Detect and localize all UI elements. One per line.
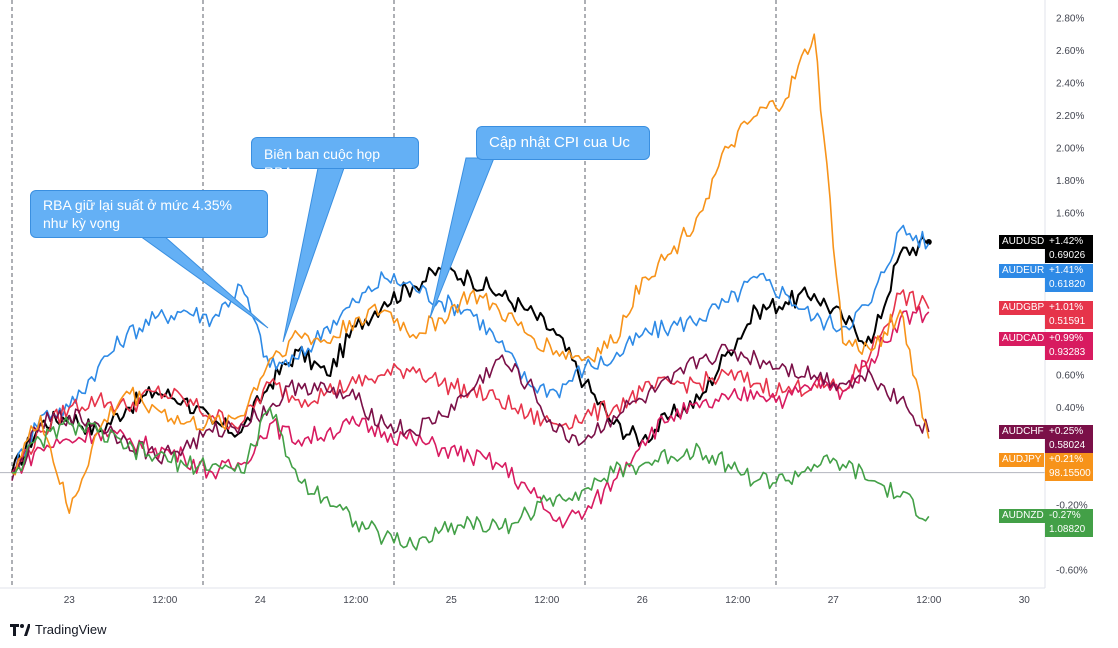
x-tick-label: 27 bbox=[828, 595, 840, 606]
callout-pointers bbox=[138, 157, 495, 343]
price-tag-audusd: AUDUSD +1.42% 0.69026 bbox=[999, 235, 1095, 263]
x-tick-label: 30 bbox=[1019, 595, 1031, 606]
rba-minutes-callout: Biên ban cuộc họp RBA bbox=[251, 137, 419, 180]
tradingview-brand: TradingView bbox=[10, 622, 107, 637]
cpi-update-callout: Cập nhật CPI cua Uc bbox=[476, 126, 650, 160]
price-tag-audgbp: AUDGBP +1.01% 0.51591 bbox=[999, 301, 1095, 329]
series-line-audusd bbox=[11, 235, 929, 473]
price-tag-price: 0.93283 bbox=[1045, 346, 1093, 360]
price-tag-price: 0.51591 bbox=[1045, 315, 1093, 329]
y-tick-label: -0.20% bbox=[1056, 501, 1088, 512]
price-tag-price: 0.58024 bbox=[1045, 439, 1093, 453]
x-tick-label: 24 bbox=[255, 595, 267, 606]
price-tag-symbol: AUDCHF bbox=[999, 425, 1047, 439]
price-tag-price: 0.61820 bbox=[1045, 278, 1093, 292]
price-tag-audeur: AUDEUR +1.41% 0.61820 bbox=[999, 264, 1095, 292]
minutes-callout-pointer bbox=[282, 167, 345, 343]
y-axis-ticks: -0.60%-0.20%0.40%0.60%0.80%1.00%1.20%1.4… bbox=[1056, 14, 1088, 577]
x-tick-label: 12:00 bbox=[152, 595, 177, 606]
x-tick-label: 12:00 bbox=[725, 595, 750, 606]
price-tag-symbol: AUDGBP bbox=[999, 301, 1048, 315]
price-tag-symbol: AUDNZD bbox=[999, 509, 1047, 523]
y-tick-label: 1.80% bbox=[1056, 176, 1084, 187]
y-tick-label: 2.80% bbox=[1056, 14, 1084, 25]
price-tag-audnzd: AUDNZD -0.27% 1.08820 bbox=[999, 509, 1095, 537]
series-line-audjpy bbox=[11, 33, 930, 514]
x-tick-label: 12:00 bbox=[343, 595, 368, 606]
price-tag-price: 1.08820 bbox=[1045, 523, 1093, 537]
price-tag-change: +0.25% bbox=[1045, 425, 1093, 439]
series-last-point-audusd bbox=[925, 239, 932, 246]
price-tag-audjpy: AUDJPY +0.21% 98.15500 bbox=[999, 453, 1095, 481]
x-tick-label: 12:00 bbox=[916, 595, 941, 606]
tradingview-logo-icon bbox=[10, 623, 30, 636]
y-tick-label: 0.60% bbox=[1056, 371, 1084, 382]
price-tag-change: +0.21% bbox=[1045, 453, 1093, 467]
price-tag-symbol: AUDUSD bbox=[999, 235, 1048, 249]
series-line-audchf bbox=[11, 343, 930, 481]
price-tag-change: +1.42% bbox=[1045, 235, 1093, 249]
series-line-audeur bbox=[11, 224, 930, 475]
x-tick-label: 23 bbox=[64, 595, 76, 606]
x-tick-label: 25 bbox=[446, 595, 458, 606]
y-tick-label: -0.60% bbox=[1056, 566, 1088, 577]
y-tick-label: 2.40% bbox=[1056, 78, 1084, 89]
brand-name: TradingView bbox=[35, 622, 107, 637]
y-tick-label: 2.00% bbox=[1056, 143, 1084, 154]
price-tag-change: -0.27% bbox=[1045, 509, 1093, 523]
price-tag-change: +1.01% bbox=[1045, 301, 1093, 315]
x-tick-label: 12:00 bbox=[534, 595, 559, 606]
cpi-callout-pointer bbox=[429, 157, 495, 319]
series-line-audcad bbox=[11, 306, 930, 529]
y-tick-label: 2.60% bbox=[1056, 46, 1084, 57]
x-tick-label: 26 bbox=[637, 595, 649, 606]
rba-rate-callout: RBA giữ lại suất ở mức 4.35% như kỳ vọng bbox=[30, 190, 268, 238]
series-line-audnzd bbox=[11, 406, 930, 551]
price-tag-audcad: AUDCAD +0.99% 0.93283 bbox=[999, 332, 1095, 360]
series-lines bbox=[11, 33, 932, 551]
series-line-audgbp bbox=[11, 289, 930, 474]
x-axis-ticks: 23 12:00 24 12:00 25 12:00 26 12:00 27 12:00 30 bbox=[64, 595, 1031, 606]
y-tick-label: 1.60% bbox=[1056, 208, 1084, 219]
price-tag-change: +1.41% bbox=[1045, 264, 1093, 278]
y-tick-label: 0.40% bbox=[1056, 403, 1084, 414]
price-tag-symbol: AUDEUR bbox=[999, 264, 1048, 278]
price-tag-change: +0.99% bbox=[1045, 332, 1093, 346]
price-tag-symbol: AUDJPY bbox=[999, 453, 1045, 467]
y-tick-label: 2.20% bbox=[1056, 111, 1084, 122]
price-tag-price: 0.69026 bbox=[1045, 249, 1093, 263]
price-tag-audchf: AUDCHF +0.25% 0.58024 bbox=[999, 425, 1095, 453]
price-tag-symbol: AUDCAD bbox=[999, 332, 1048, 346]
price-tag-price: 98.15500 bbox=[1045, 467, 1093, 481]
